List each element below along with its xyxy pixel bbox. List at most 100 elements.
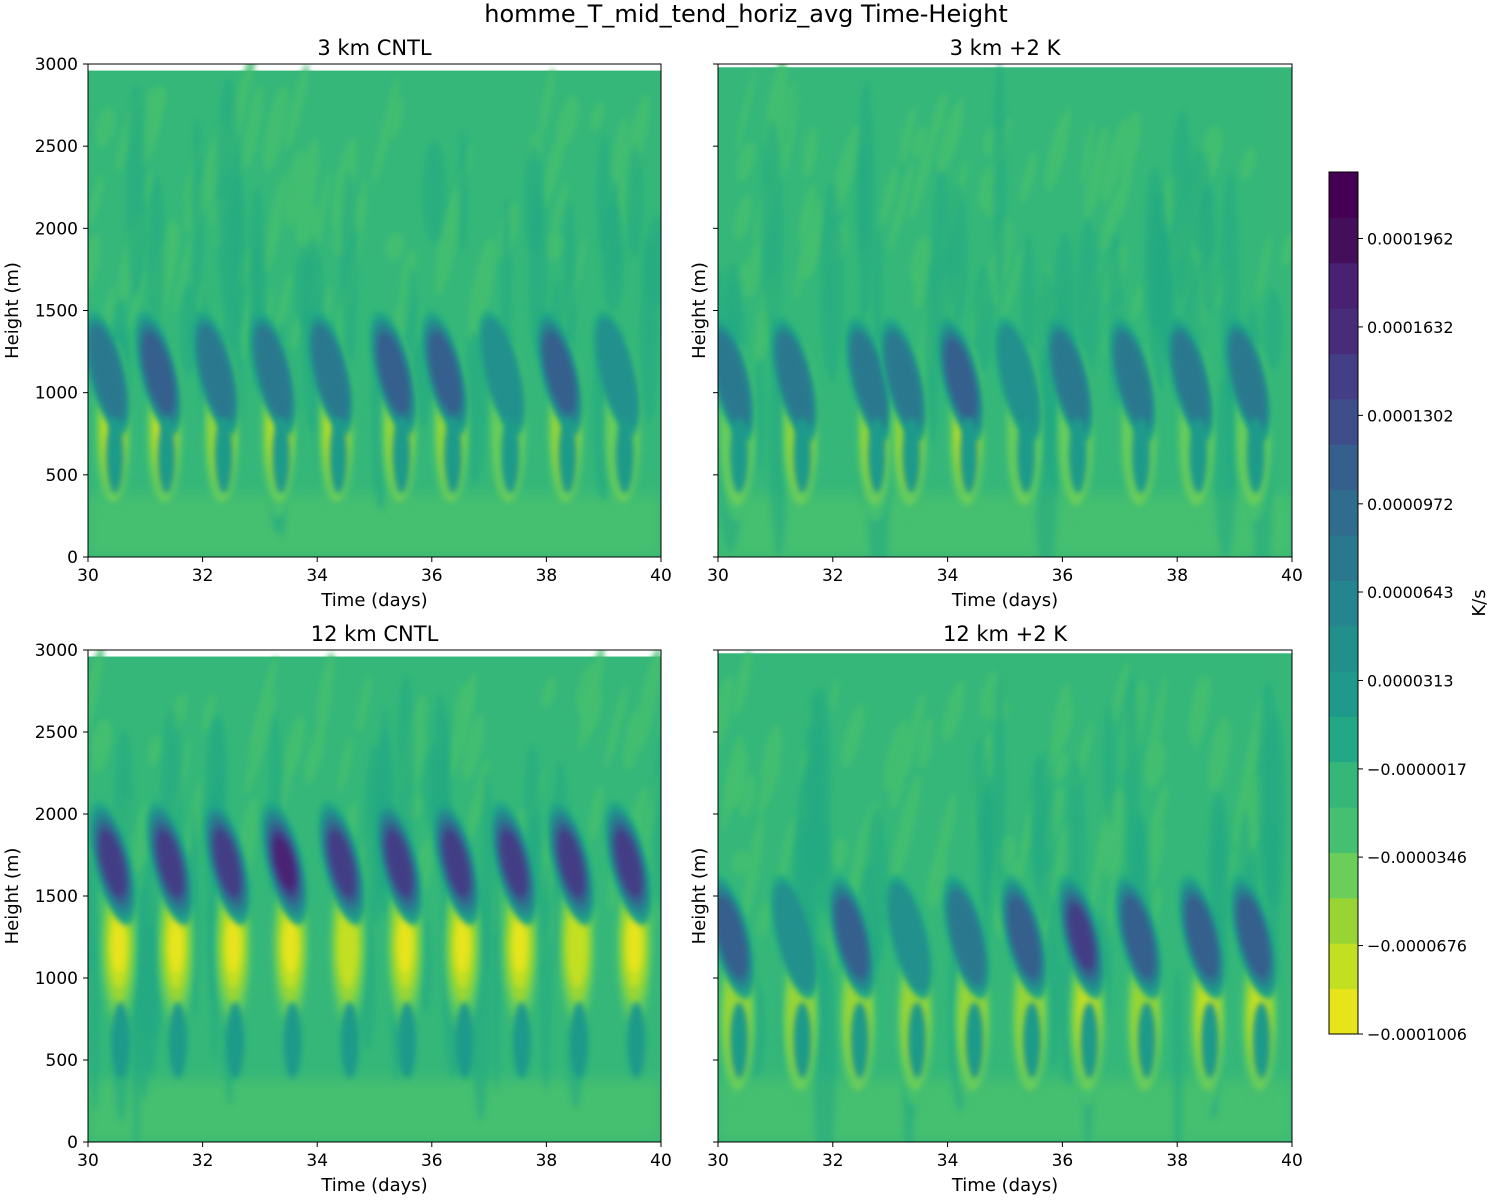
- lower-pos-blob: [1080, 1002, 1099, 1079]
- y-tick-label: 2500: [35, 137, 78, 157]
- pos-tendency-blob: [718, 331, 750, 428]
- panel-3: 12 km CNTL 30 32 34 36 38 40 Time (days) 0 500 100…: [2, 622, 672, 1196]
- pos-tendency-blob: [718, 896, 747, 978]
- lower-pos-blob: [1132, 417, 1151, 494]
- colorbar-tick-label: 0.0000313: [1367, 671, 1454, 690]
- colorbar-frame: [1328, 171, 1359, 1035]
- x-tick-label: 34: [306, 566, 328, 586]
- pos-tendency-blob: [501, 830, 527, 897]
- lower-pos-blob: [226, 1002, 245, 1079]
- x-axis-label: Time (days): [320, 1175, 427, 1196]
- x-tick-label: 38: [1166, 566, 1188, 586]
- neg-tendency-blob: [112, 918, 126, 973]
- x-tick-label: 34: [306, 1151, 328, 1171]
- pos-tendency-blob: [1238, 896, 1269, 978]
- colorbar-segment: [1329, 943, 1358, 990]
- lower-pos-blob: [730, 1002, 749, 1079]
- colorbar-segment: [1329, 671, 1358, 717]
- y-tick-label: 3000: [35, 55, 78, 75]
- colorbar-segment: [1329, 217, 1358, 264]
- pos-tendency-blob: [1172, 331, 1209, 428]
- lower-pos-blob: [558, 417, 577, 494]
- lower-pos-blob: [329, 417, 348, 494]
- colorbar-segment: [1329, 852, 1358, 899]
- pos-tendency-blob: [1123, 896, 1155, 978]
- lower-pos-blob: [1200, 1002, 1219, 1079]
- pos-tendency-blob: [615, 830, 642, 897]
- pos-tendency-blob: [1051, 331, 1088, 428]
- pos-tendency-blob: [836, 896, 868, 978]
- colorbar-segment: [1329, 262, 1358, 309]
- colorbar-segment: [1329, 353, 1358, 400]
- pos-tendency-blob: [157, 830, 183, 897]
- x-tick-label: 34: [937, 566, 959, 586]
- y-tick-label: 1000: [35, 969, 78, 989]
- lower-pos-blob: [1246, 417, 1265, 494]
- neg-tendency-blob: [226, 918, 240, 973]
- x-tick-label: 36: [1052, 1151, 1074, 1171]
- colorbar-segment: [1329, 716, 1358, 763]
- y-axis-label: Height (m): [689, 848, 710, 945]
- colorbar-tick-label: −0.0000017: [1367, 760, 1467, 779]
- x-tick-label: 30: [77, 566, 99, 586]
- contour-field: [88, 64, 661, 557]
- neg-tendency-blob: [455, 918, 470, 973]
- contour-field: [718, 64, 1292, 557]
- lower-pos-blob: [1017, 417, 1036, 494]
- x-tick-label: 36: [421, 566, 443, 586]
- colorbar-tick-label: 0.0000643: [1367, 583, 1454, 602]
- colorbar-segment: [1329, 807, 1358, 854]
- pos-tendency-blob: [214, 830, 240, 897]
- lower-pos-blob: [867, 417, 886, 494]
- x-tick-label: 40: [1281, 1151, 1303, 1171]
- x-tick-label: 36: [421, 1151, 443, 1171]
- lower-pos-blob: [111, 1002, 130, 1079]
- colorbar-segment: [1329, 988, 1358, 1035]
- y-tick-label: 1500: [35, 302, 78, 322]
- colorbar: 0.0001962 0.0001632 0.0001302 0.0000972 0.00…: [1328, 171, 1490, 1044]
- lower-pos-blob: [902, 417, 921, 494]
- pos-tendency-blob: [99, 830, 126, 897]
- y-tick-label: 2000: [35, 805, 78, 825]
- lower-pos-blob: [1022, 1002, 1041, 1079]
- lower-pos-blob: [157, 417, 176, 494]
- neg-tendency-blob: [169, 918, 183, 973]
- neg-tendency-blob: [398, 918, 412, 973]
- x-tick-label: 30: [77, 1151, 99, 1171]
- x-tick-label: 34: [937, 1151, 959, 1171]
- pos-tendency-blob: [558, 830, 584, 897]
- colorbar-tick-label: 0.0001632: [1367, 318, 1454, 337]
- colorbar-tick-label: 0.0001962: [1367, 229, 1454, 248]
- pos-tendency-blob: [945, 339, 977, 420]
- lower-pos-blob: [730, 417, 749, 494]
- figure-title: homme_T_mid_tend_horiz_avg Time-Height: [484, 0, 1008, 28]
- panel-4: 12 km +2 K 30 32 34 36 38 40 Time (days) Height …: [689, 622, 1303, 1196]
- colorbar-segment: [1329, 761, 1358, 808]
- pos-tendency-blob: [850, 331, 888, 428]
- lower-pos-blob: [959, 417, 978, 494]
- colorbar-segment: [1329, 308, 1358, 354]
- lower-pos-blob: [908, 1002, 927, 1079]
- pos-tendency-blob: [885, 331, 922, 428]
- pos-tendency-blob: [443, 830, 470, 897]
- lower-pos-blob: [850, 1002, 869, 1079]
- x-tick-label: 32: [822, 566, 844, 586]
- pos-tendency-blob: [1186, 896, 1218, 978]
- colorbar-segment: [1329, 444, 1358, 491]
- x-tick-label: 32: [822, 1151, 844, 1171]
- y-tick-label: 2000: [35, 219, 78, 239]
- lower-pos-blob: [1137, 1002, 1156, 1079]
- x-tick-label: 40: [650, 566, 672, 586]
- pos-tendency-blob: [1068, 903, 1095, 971]
- lower-pos-blob: [443, 417, 462, 494]
- x-axis-label: Time (days): [951, 590, 1058, 611]
- colorbar-segment: [1329, 172, 1358, 218]
- colorbar-tick-label: 0.0000972: [1367, 495, 1454, 514]
- colorbar-segment: [1329, 534, 1358, 581]
- pos-tendency-blob: [386, 830, 412, 897]
- lower-pos-blob: [105, 417, 124, 494]
- neg-tendency-blob: [513, 918, 527, 973]
- lower-pos-blob: [398, 1002, 417, 1079]
- pos-tendency-blob: [776, 331, 813, 428]
